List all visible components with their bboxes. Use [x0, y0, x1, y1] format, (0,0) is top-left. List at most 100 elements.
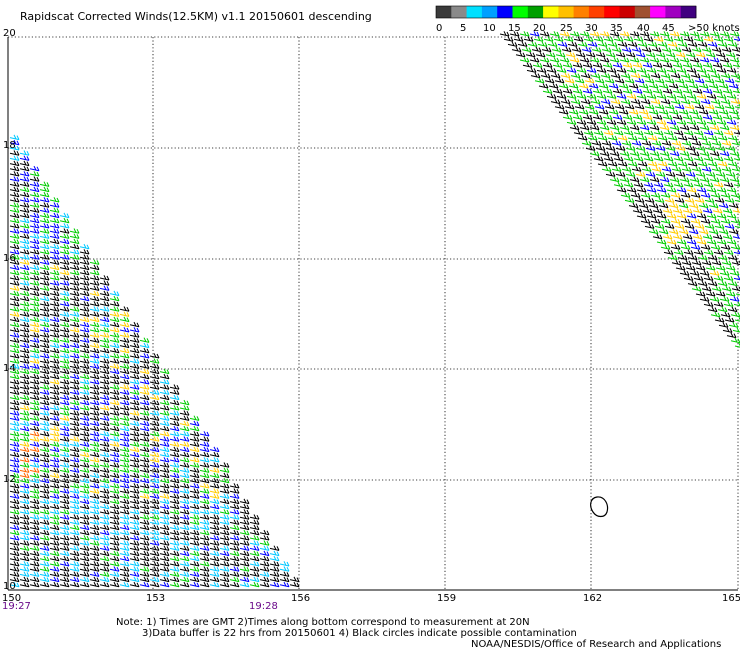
- wind-barb: [59, 431, 70, 437]
- wind-barb: [79, 249, 90, 255]
- wind-barb: [639, 124, 650, 131]
- wind-barb: [119, 514, 130, 520]
- wind-barb: [692, 207, 703, 214]
- wind-barb: [29, 181, 40, 187]
- wind-barb: [29, 576, 40, 583]
- wind-barb: [39, 181, 50, 187]
- wind-barb: [129, 337, 140, 343]
- wind-barb: [219, 545, 230, 551]
- wind-barb: [589, 150, 600, 157]
- wind-barb: [259, 550, 270, 557]
- wind-barb: [620, 192, 631, 198]
- wind-barb: [682, 88, 693, 94]
- wind-barb: [119, 436, 130, 442]
- wind-barb: [600, 98, 611, 105]
- wind-barb: [575, 51, 586, 58]
- wind-barb: [39, 524, 50, 531]
- wind-barb: [89, 290, 100, 297]
- wind-barb: [169, 436, 180, 442]
- wind-barb: [511, 46, 522, 53]
- wind-barb: [159, 555, 170, 562]
- wind-barb: [49, 581, 60, 588]
- wind-barb: [29, 347, 40, 354]
- wind-barb: [139, 566, 150, 572]
- wind-barb: [109, 519, 120, 525]
- wind-barb: [606, 119, 617, 125]
- wind-barb: [109, 389, 120, 395]
- wind-barb: [119, 571, 130, 577]
- wind-barb: [9, 581, 20, 588]
- wind-barb: [681, 140, 692, 146]
- wind-barb: [219, 561, 230, 567]
- wind-barb: [615, 51, 626, 58]
- wind-barb: [612, 88, 623, 94]
- wind-barb: [580, 72, 591, 79]
- latitude-labels: 20 18 16 14 12 10: [3, 28, 16, 592]
- wind-barb: [189, 514, 200, 520]
- wind-barb: [159, 514, 170, 520]
- wind-barb: [687, 161, 698, 167]
- wind-barb: [39, 316, 50, 323]
- wind-barb: [189, 446, 200, 453]
- wind-barb: [683, 249, 694, 255]
- wind-barb: [554, 103, 565, 110]
- wind-barb: [29, 228, 40, 234]
- wind-barb: [654, 223, 665, 229]
- wind-barb: [609, 57, 620, 63]
- wind-barb: [726, 213, 737, 219]
- wind-barb: [149, 581, 160, 588]
- wind-barb: [189, 457, 200, 463]
- wind-barb: [69, 379, 80, 385]
- wind-barb: [727, 161, 738, 167]
- wind-barb: [179, 519, 190, 525]
- wind-barb: [732, 114, 740, 120]
- wind-barb: [99, 514, 110, 520]
- wind-barb: [696, 213, 707, 219]
- wind-barb: [249, 519, 260, 525]
- wind-barb: [704, 77, 715, 84]
- wind-barb: [634, 197, 645, 203]
- wind-barb: [9, 509, 20, 515]
- wind-barb: [169, 405, 180, 411]
- wind-barb: [582, 62, 593, 68]
- wind-barb: [129, 431, 140, 437]
- wind-barb: [733, 181, 740, 187]
- wind-barb: [79, 321, 90, 328]
- wind-barb: [89, 301, 100, 307]
- wind-barb: [129, 399, 140, 406]
- wind-barb: [672, 88, 683, 94]
- wind-barb: [49, 477, 60, 484]
- wind-barb: [99, 379, 110, 385]
- wind-barb: [89, 306, 100, 312]
- wind-barb: [89, 571, 100, 577]
- wind-barb: [89, 488, 100, 494]
- wind-barb: [515, 51, 526, 58]
- wind-barb: [29, 332, 40, 338]
- wind-barb: [49, 259, 60, 265]
- wind-barb: [69, 545, 80, 551]
- wind-barb: [179, 561, 190, 567]
- wind-barb: [109, 436, 120, 442]
- time-label-start: 19:27: [2, 601, 31, 612]
- wind-barb: [179, 477, 190, 484]
- wind-barb: [566, 67, 577, 73]
- wind-barb: [119, 524, 130, 531]
- wind-barb: [19, 311, 30, 317]
- wind-barb: [109, 399, 120, 406]
- wind-barb: [59, 358, 70, 364]
- wind-barb: [119, 316, 130, 323]
- wind-barb: [279, 561, 290, 567]
- wind-barb: [700, 72, 711, 79]
- wind-barb: [239, 540, 250, 546]
- wind-barb: [513, 36, 524, 42]
- wind-barb: [119, 457, 130, 463]
- wind-barb: [719, 270, 730, 276]
- wind-barb: [656, 213, 667, 219]
- wind-barb: [670, 72, 681, 79]
- wind-barb: [209, 477, 220, 484]
- wind-barb: [19, 363, 30, 369]
- wind-barb: [149, 493, 160, 499]
- wind-barb: [169, 399, 180, 406]
- wind-barb: [703, 129, 714, 136]
- wind-barb: [29, 431, 40, 437]
